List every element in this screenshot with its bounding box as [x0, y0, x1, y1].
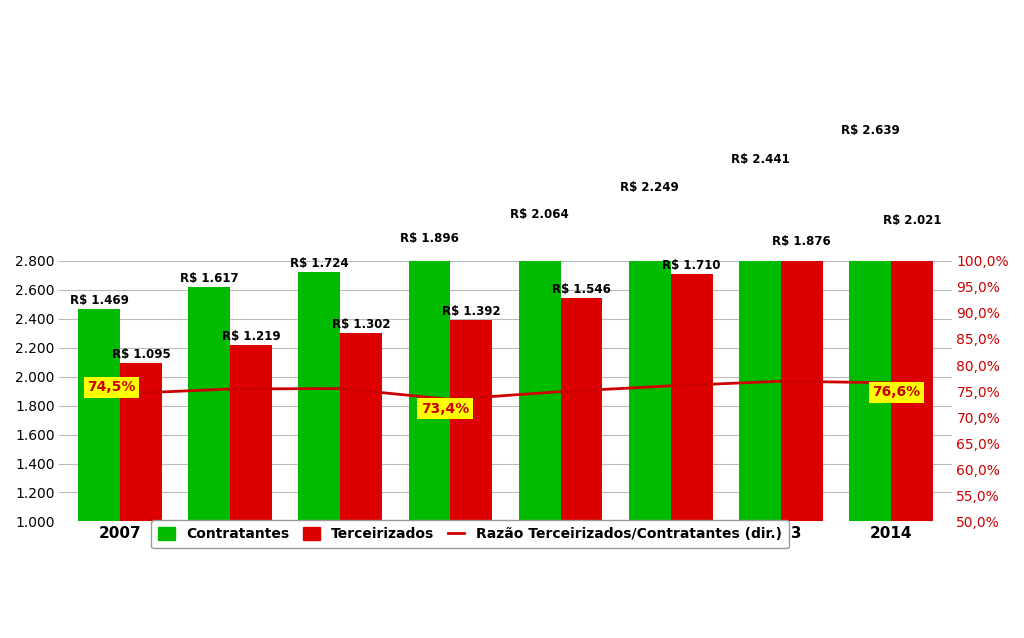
- Text: R$ 2.441: R$ 2.441: [730, 153, 790, 166]
- Text: R$ 1.392: R$ 1.392: [442, 305, 501, 318]
- Text: R$ 2.064: R$ 2.064: [510, 207, 569, 221]
- Bar: [409, 247, 451, 521]
- Text: 76,6%: 76,6%: [872, 385, 921, 399]
- Legend: Contratantes, Terceirizados, Razão Terceirizados/Contratantes (dir.): Contratantes, Terceirizados, Razão Terce…: [152, 521, 788, 548]
- Bar: [298, 272, 340, 521]
- Text: R$ 1.896: R$ 1.896: [400, 232, 459, 245]
- Bar: [629, 196, 671, 521]
- Bar: [891, 229, 933, 521]
- Text: R$ 2.249: R$ 2.249: [621, 181, 679, 194]
- Text: 74,5%: 74,5%: [87, 380, 135, 394]
- Text: 73,4%: 73,4%: [421, 402, 469, 416]
- Text: R$ 2.021: R$ 2.021: [883, 214, 941, 226]
- Bar: [560, 297, 602, 521]
- Text: R$ 1.546: R$ 1.546: [552, 283, 611, 295]
- Text: R$ 1.710: R$ 1.710: [663, 259, 721, 272]
- Bar: [849, 139, 891, 521]
- Bar: [519, 223, 560, 521]
- Bar: [451, 320, 493, 521]
- Text: R$ 1.219: R$ 1.219: [222, 330, 281, 343]
- Text: R$ 1.617: R$ 1.617: [180, 272, 239, 285]
- Bar: [340, 333, 382, 521]
- Text: R$ 1.876: R$ 1.876: [772, 235, 831, 248]
- Text: R$ 1.724: R$ 1.724: [290, 256, 349, 270]
- Bar: [78, 309, 120, 521]
- Text: R$ 2.639: R$ 2.639: [841, 124, 899, 137]
- Bar: [120, 363, 162, 521]
- Text: R$ 1.095: R$ 1.095: [112, 348, 170, 361]
- Bar: [230, 345, 272, 521]
- Text: R$ 1.302: R$ 1.302: [332, 318, 390, 331]
- Text: R$ 1.469: R$ 1.469: [70, 293, 129, 307]
- Bar: [739, 168, 781, 521]
- Bar: [188, 287, 230, 521]
- Bar: [781, 250, 822, 521]
- Bar: [671, 274, 713, 521]
